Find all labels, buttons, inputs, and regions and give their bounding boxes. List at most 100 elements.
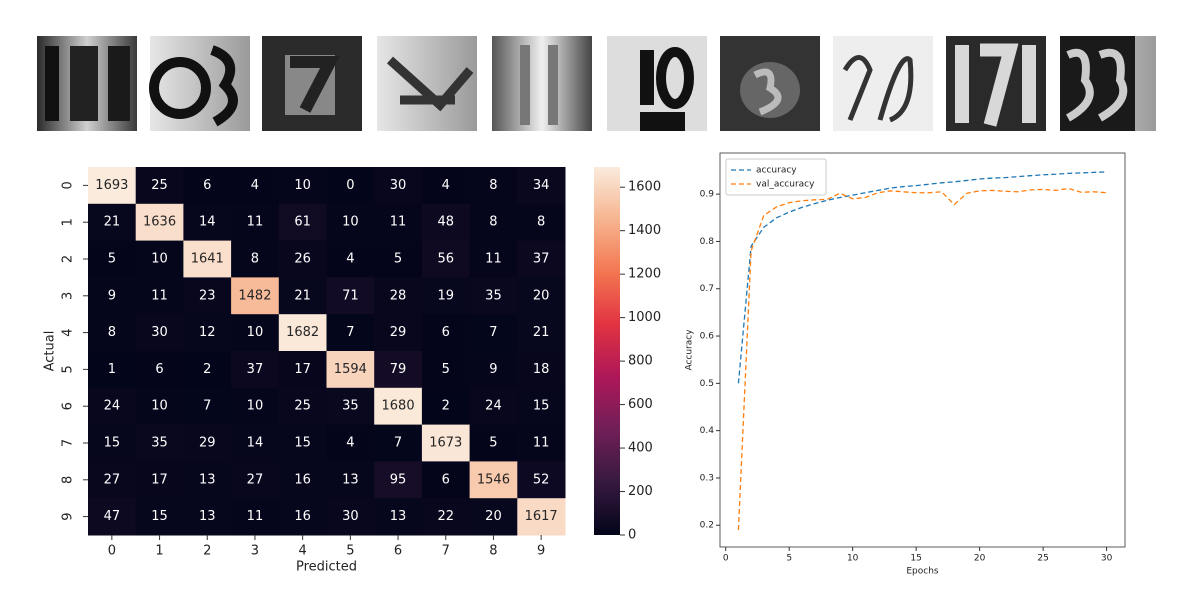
heatmap-cell: [326, 498, 375, 536]
cell-label: 21: [294, 288, 311, 303]
cell-label: 13: [390, 509, 407, 524]
cell-label: 17: [294, 362, 311, 377]
cell-label: 34: [533, 178, 550, 193]
plot-area: [719, 152, 1126, 548]
cell-label: 10: [247, 325, 264, 340]
y-tick-label: 0.9: [700, 190, 715, 200]
cell-label: 15: [151, 509, 168, 524]
cell-label: 1680: [382, 399, 415, 414]
heatmap-cell: [135, 314, 184, 352]
x-tick-label: 0: [723, 554, 729, 564]
heatmap-cell: [421, 277, 471, 315]
x-axis-label: Epochs: [906, 567, 939, 577]
cell-label: 1673: [429, 436, 462, 451]
y-tick-label: 0.2: [700, 521, 714, 531]
heatmap-cell: [374, 167, 423, 205]
heatmap-cell: [231, 461, 280, 499]
heatmap-cell: [278, 314, 327, 352]
y-tick-label: 0.4: [700, 426, 715, 436]
cell-label: 1636: [143, 215, 176, 230]
heatmap-cell: [231, 167, 280, 205]
y-tick-label: 1: [61, 218, 76, 226]
heatmap-cell: [88, 277, 137, 315]
heatmap-cell: [183, 351, 232, 389]
legend-box: [725, 158, 827, 196]
heatmap-cell: [88, 240, 137, 278]
heatmap-cell: [326, 424, 375, 462]
heatmap-cell: [231, 498, 280, 536]
heatmap-cell: [231, 387, 280, 426]
heatmap-cell: [517, 424, 566, 462]
cell-label: 10: [151, 252, 168, 267]
cell-label: 30: [342, 509, 359, 524]
y-tick-label: 0.5: [700, 379, 714, 389]
cell-label: 35: [485, 288, 502, 303]
digit-image: [946, 36, 1046, 131]
digit-image: [607, 36, 707, 131]
cell-label: 9: [108, 288, 116, 303]
cell-label: 30: [151, 325, 168, 340]
heatmap-cell: [374, 240, 423, 278]
legend-label: val_accuracy: [756, 180, 815, 190]
cell-label: 6: [442, 325, 450, 340]
cell-label: 1682: [286, 325, 319, 340]
heatmap-cell: [135, 424, 184, 462]
cell-label: 29: [390, 325, 407, 340]
digit-image: [37, 36, 137, 131]
series-line: [737, 187, 1107, 530]
heatmap-cell: [88, 314, 137, 352]
heatmap-cell: [421, 203, 471, 242]
heatmap-cell: [135, 387, 184, 426]
cell-label: 21: [104, 215, 121, 230]
x-axis-label: Predicted: [296, 560, 357, 575]
cell-label: 1546: [477, 472, 510, 487]
cell-label: 5: [108, 252, 116, 267]
cell-label: 8: [489, 178, 497, 193]
cell-label: 11: [151, 288, 168, 303]
heatmap-cell: [469, 277, 518, 315]
heatmap-cell: [231, 240, 280, 278]
y-tick-label: 2: [61, 255, 76, 263]
cell-label: 19: [437, 288, 454, 303]
cell-label: 1594: [334, 362, 367, 377]
heatmap-cell: [374, 461, 423, 499]
cell-label: 11: [485, 252, 502, 267]
x-tick-label: 25: [1037, 554, 1048, 564]
x-tick-label: 7: [442, 544, 450, 559]
y-axis-label: Actual: [43, 331, 58, 372]
cell-label: 71: [342, 288, 359, 303]
heatmap-cell: [326, 461, 375, 499]
heatmap-cell: [517, 203, 566, 242]
heatmap-cell: [469, 351, 518, 389]
digit-image: [720, 36, 820, 131]
cell-label: 8: [537, 215, 545, 230]
x-tick-label: 15: [910, 554, 921, 564]
colorbar-tick-label: 0: [628, 528, 636, 543]
colorbar-tick-label: 1200: [628, 267, 661, 282]
cell-label: 13: [199, 509, 216, 524]
colorbar-tick-label: 800: [628, 354, 653, 369]
y-tick-label: 0.6: [700, 332, 715, 342]
heatmap-cell: [135, 498, 184, 536]
heatmap-cell: [231, 351, 280, 389]
heatmap-cell: [469, 314, 518, 352]
cell-label: 2: [442, 399, 450, 414]
cell-label: 61: [294, 215, 311, 230]
digit-image: [833, 36, 933, 131]
cell-label: 10: [151, 399, 168, 414]
heatmap-cell: [374, 498, 423, 536]
heatmap-cell: [374, 314, 423, 352]
cell-label: 7: [203, 399, 211, 414]
digit-image: [262, 36, 362, 131]
heatmap-cell: [469, 240, 518, 278]
cell-label: 15: [104, 436, 121, 451]
heatmap-cell: [88, 461, 137, 499]
cell-label: 26: [294, 252, 311, 267]
heatmap-cell: [183, 498, 232, 536]
cell-label: 23: [199, 288, 216, 303]
cell-label: 10: [247, 399, 264, 414]
cell-label: 5: [442, 362, 450, 377]
heatmap-cell: [421, 167, 471, 205]
x-tick-label: 3: [251, 544, 259, 559]
cell-label: 14: [199, 215, 216, 230]
